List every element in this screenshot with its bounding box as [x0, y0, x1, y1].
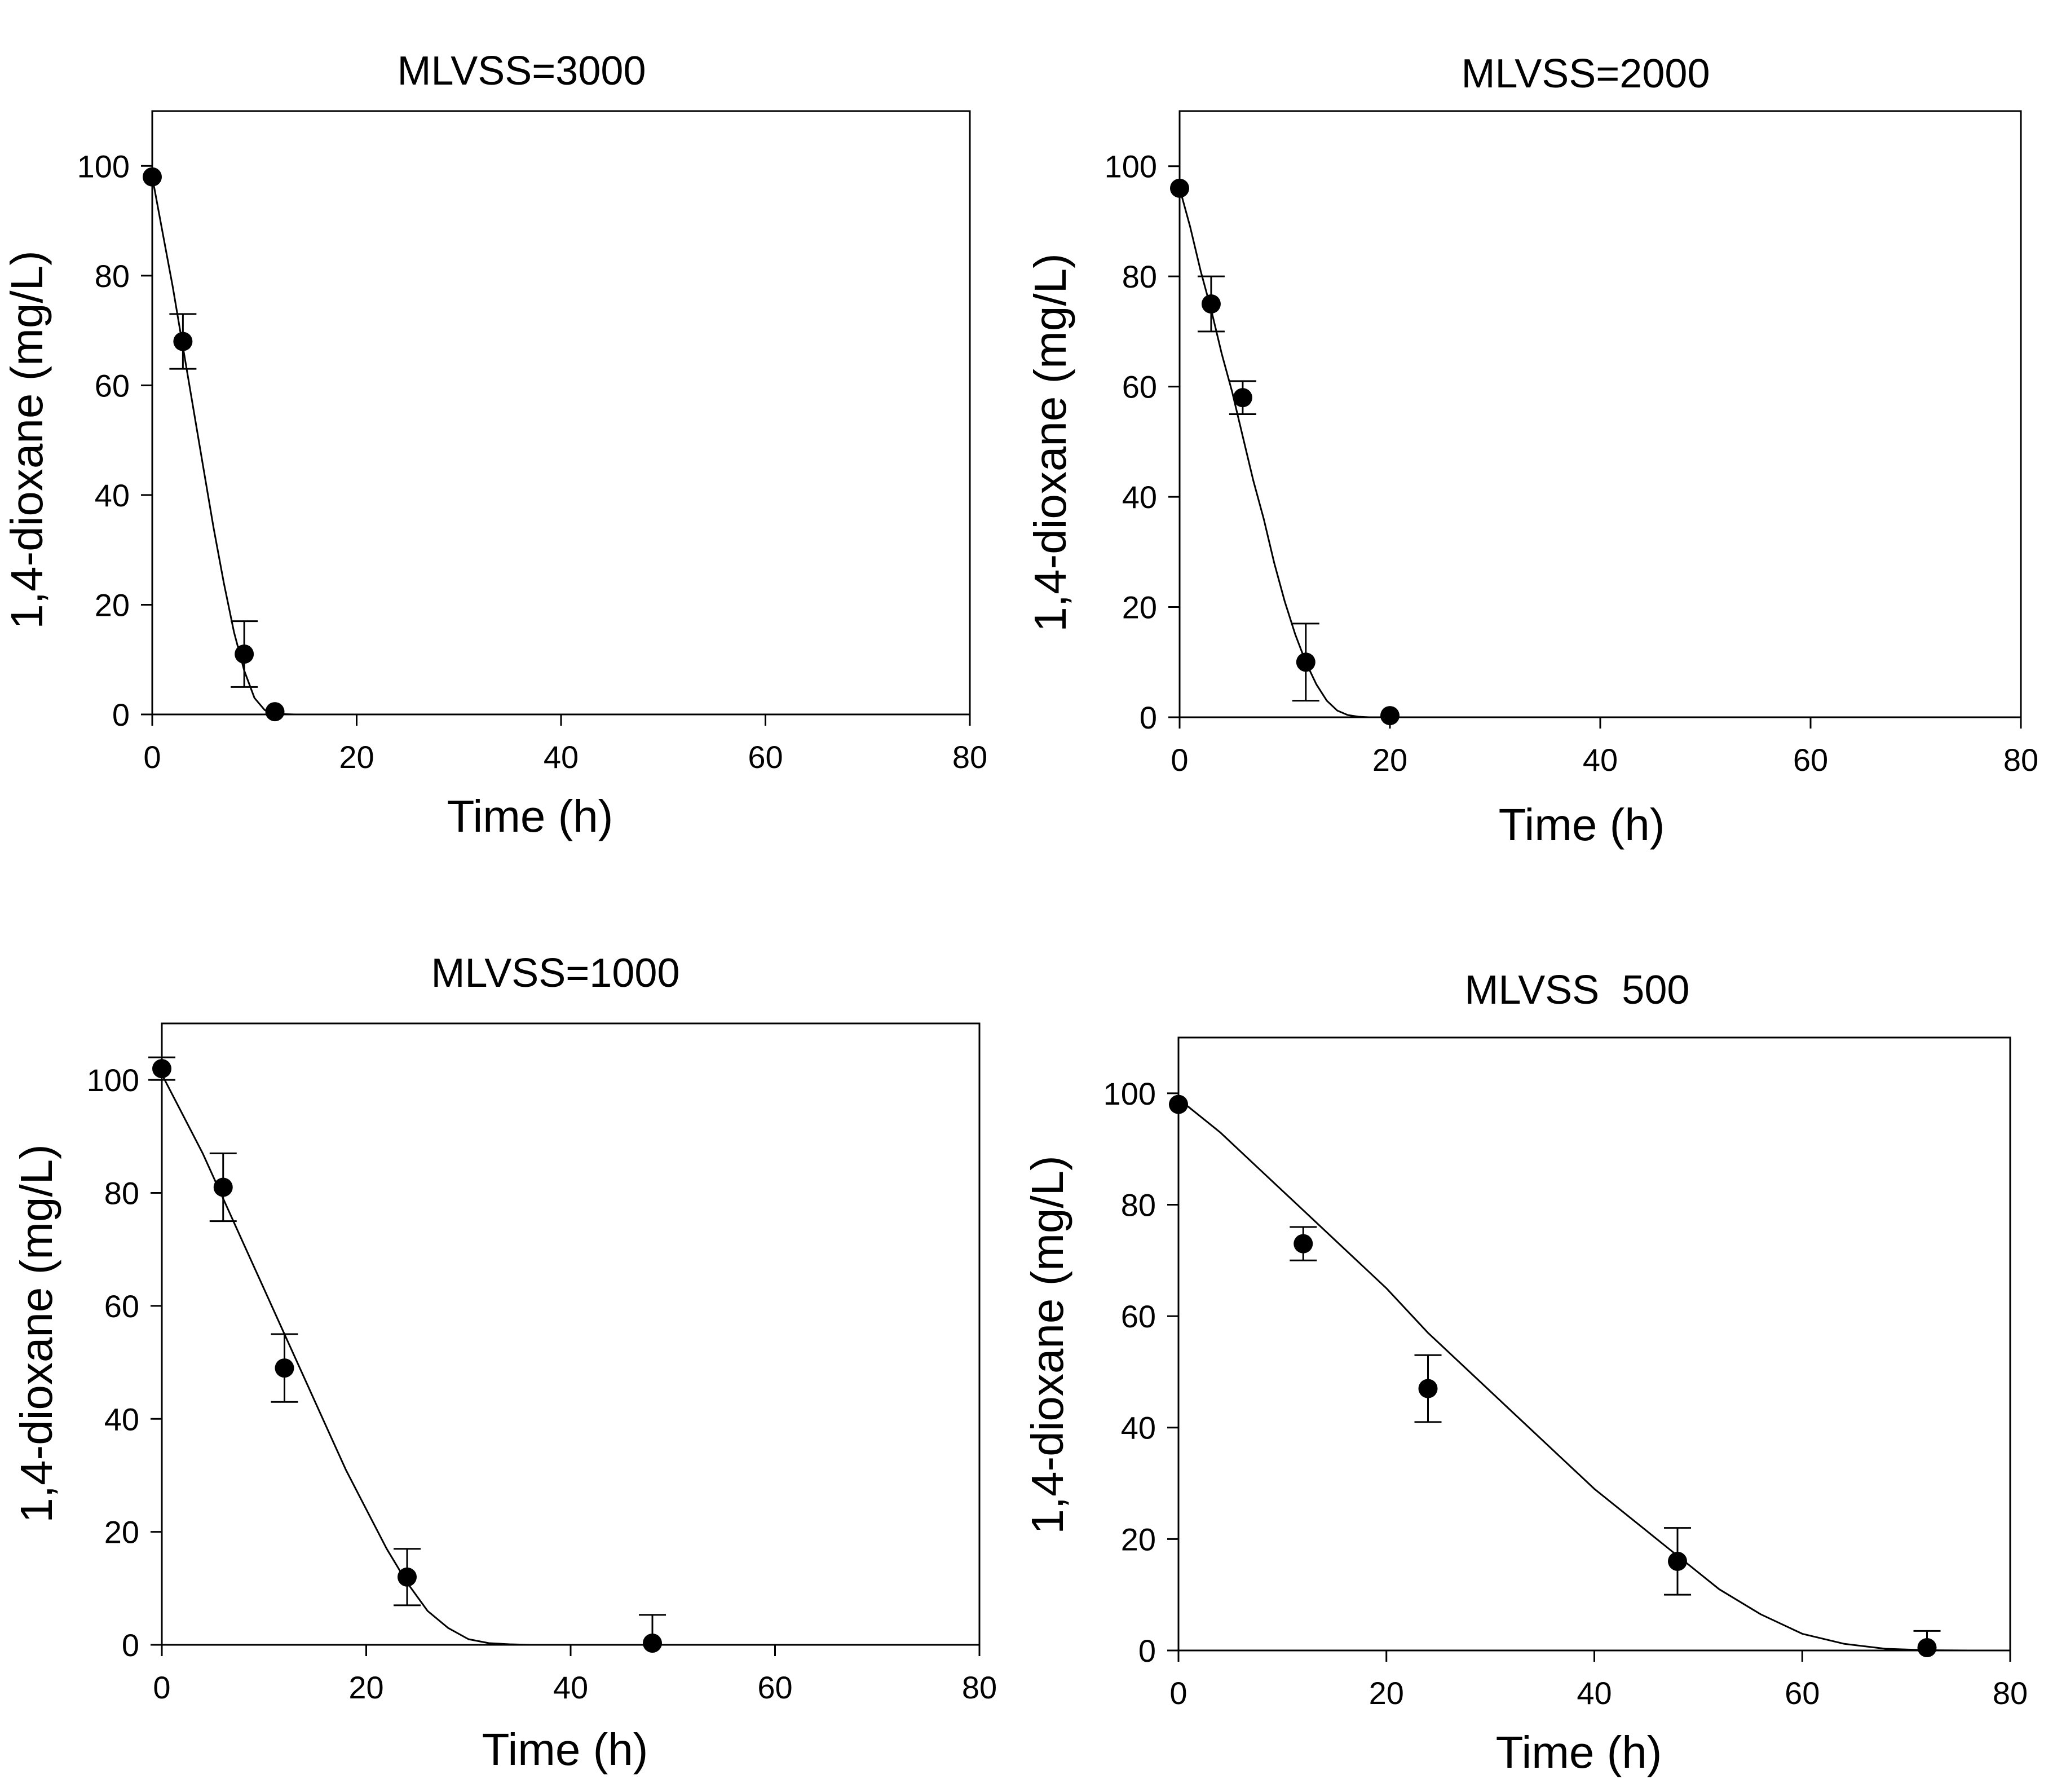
- chart-title: MLVSS 500: [1465, 968, 1690, 1013]
- data-point: [1170, 178, 1189, 198]
- chart-panel-2: MLVSS=2000 Time (h) 1,4-dioxane (mg/L) 0 20 4…: [1025, 51, 2038, 850]
- y-tick-label: 80: [104, 1176, 139, 1211]
- y-axis-label: 1,4-dioxane (mg/L): [2, 250, 52, 629]
- x-tick-label: 0: [1171, 742, 1188, 778]
- chart-panel-3: MLVSS=1000 Time (h) 1,4-dioxane (mg/L) 0 20 4…: [11, 951, 997, 1775]
- chart-title: MLVSS=3000: [398, 48, 646, 94]
- data-point: [152, 1059, 171, 1079]
- y-tick-label: 100: [1105, 149, 1157, 184]
- x-tick-label: 40: [1577, 1675, 1612, 1711]
- chart-title: MLVSS=1000: [431, 951, 680, 996]
- data-point: [143, 167, 162, 187]
- data-point: [1169, 1094, 1188, 1114]
- data-point: [643, 1633, 662, 1653]
- x-tick-label: 80: [952, 739, 987, 775]
- plot-frame: [151, 110, 971, 716]
- data-point: [235, 645, 254, 664]
- x-tick-label: 20: [1372, 742, 1407, 778]
- x-tick-label: 20: [339, 739, 374, 775]
- y-tick-label: 60: [1122, 369, 1157, 405]
- y-tick-label: 40: [1122, 479, 1157, 515]
- y-tick-label: 60: [1121, 1299, 1156, 1334]
- y-tick-label: 0: [112, 697, 130, 732]
- x-tick-label: 20: [1369, 1675, 1404, 1711]
- y-tick-label: 40: [1121, 1410, 1156, 1446]
- x-tick-label: 40: [553, 1670, 588, 1705]
- x-tick-label: 80: [2003, 742, 2038, 778]
- x-tick-label: 60: [748, 739, 783, 775]
- x-axis-label: Time (h): [482, 1724, 648, 1775]
- x-tick-label: 40: [1583, 742, 1618, 778]
- x-tick-label: 80: [1993, 1675, 2028, 1711]
- chart-panel-4: MLVSS 500 Time (h) 1,4-dioxane (mg/L) 0 20 40…: [1022, 968, 2028, 1777]
- data-point: [213, 1177, 233, 1197]
- y-tick-label: 20: [95, 587, 130, 623]
- x-tick-label: 40: [544, 739, 579, 775]
- x-tick-label: 80: [962, 1670, 997, 1705]
- x-tick-label: 0: [153, 1670, 170, 1705]
- plot-frame: [1177, 1036, 2011, 1652]
- data-point: [1296, 652, 1315, 672]
- y-tick-label: 60: [95, 368, 130, 403]
- x-axis-label: Time (h): [447, 791, 613, 841]
- x-tick-label: 60: [757, 1670, 792, 1705]
- fit-curve: [161, 1074, 571, 1646]
- x-tick-label: 0: [1169, 1675, 1187, 1711]
- data-point: [1294, 1234, 1313, 1253]
- y-tick-label: 40: [95, 478, 130, 513]
- y-tick-label: 80: [1122, 259, 1157, 294]
- data-point: [1201, 294, 1221, 314]
- y-tick-label: 20: [1122, 590, 1157, 625]
- y-tick-label: 0: [1138, 1633, 1156, 1669]
- x-tick-label: 20: [348, 1670, 383, 1705]
- y-tick-label: 40: [104, 1401, 139, 1437]
- data-point: [1380, 706, 1400, 726]
- data-point: [1418, 1379, 1438, 1398]
- y-tick-label: 20: [1121, 1521, 1156, 1557]
- data-point: [1233, 388, 1252, 408]
- data-point: [173, 332, 193, 351]
- data-point: [265, 702, 285, 722]
- data-point: [275, 1358, 294, 1378]
- chart-title: MLVSS=2000: [1462, 51, 1710, 96]
- data-point: [1917, 1638, 1937, 1658]
- y-tick-label: 100: [1103, 1076, 1156, 1111]
- y-axis-label: 1,4-dioxane (mg/L): [1022, 1155, 1072, 1534]
- fit-curve: [1178, 1098, 1969, 1652]
- y-tick-label: 80: [95, 258, 130, 294]
- y-tick-label: 60: [104, 1288, 139, 1324]
- y-tick-label: 0: [1140, 700, 1157, 735]
- y-tick-label: 100: [77, 148, 130, 184]
- x-axis-label: Time (h): [1496, 1727, 1662, 1777]
- y-tick-label: 0: [122, 1627, 139, 1663]
- x-axis-label: Time (h): [1499, 800, 1665, 850]
- x-tick-label: 60: [1785, 1675, 1820, 1711]
- y-axis-label: 1,4-dioxane (mg/L): [1025, 253, 1075, 632]
- data-point: [398, 1567, 417, 1587]
- fit-curve: [1178, 188, 1390, 718]
- x-tick-label: 0: [143, 739, 161, 775]
- chart-panel-1: MLVSS=3000 Time (h) 1,4-dioxane (mg/L) 0 20 4…: [2, 48, 987, 841]
- fit-curve: [151, 176, 295, 716]
- x-tick-label: 60: [1793, 742, 1828, 778]
- y-tick-label: 100: [87, 1062, 139, 1098]
- y-tick-label: 80: [1121, 1187, 1156, 1222]
- y-axis-label: 1,4-dioxane (mg/L): [11, 1144, 61, 1522]
- data-point: [1668, 1551, 1687, 1571]
- y-tick-label: 20: [104, 1515, 139, 1550]
